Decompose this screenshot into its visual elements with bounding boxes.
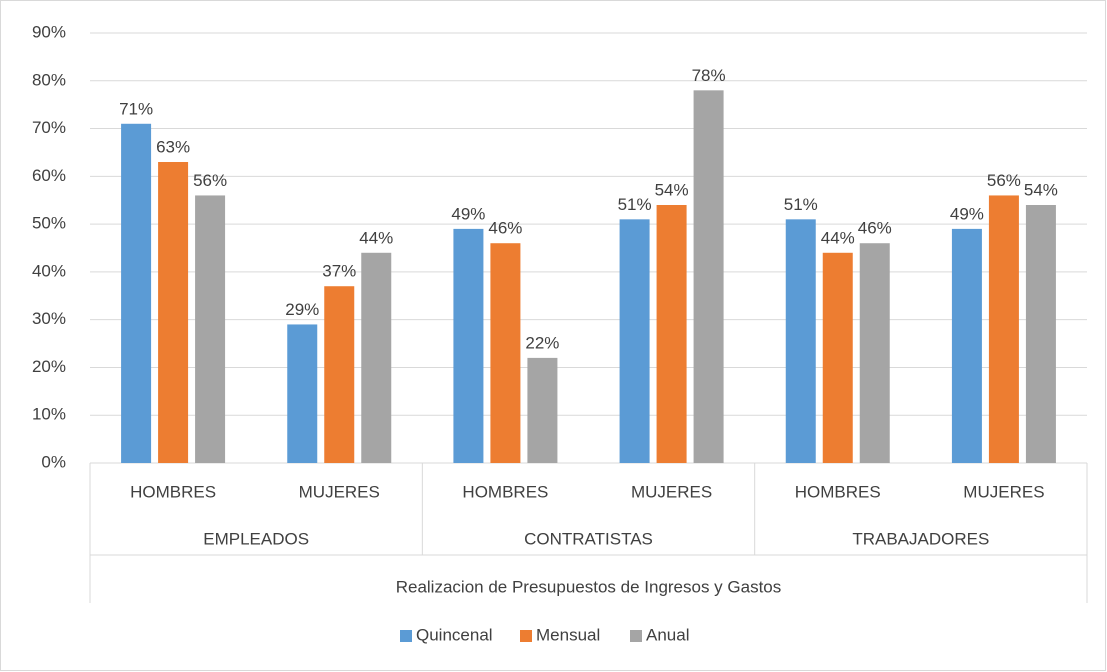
data-label: 44%: [359, 228, 393, 247]
bar: [453, 228, 484, 463]
bar: [1025, 205, 1056, 463]
y-tick-label: 90%: [32, 22, 66, 41]
y-tick-label: 0%: [41, 452, 66, 471]
bar: [693, 90, 724, 463]
data-label: 37%: [322, 262, 356, 281]
bar: [158, 162, 189, 463]
data-label: 22%: [525, 333, 559, 352]
bar: [951, 228, 982, 463]
data-label: 46%: [858, 219, 892, 238]
bar: [619, 219, 650, 463]
bar: [988, 195, 1019, 463]
x-tick-label: MUJERES: [299, 482, 380, 501]
data-label: 49%: [451, 204, 485, 223]
bar: [490, 243, 521, 463]
y-tick-label: 80%: [32, 70, 66, 89]
data-label: 56%: [193, 171, 227, 190]
data-label: 63%: [156, 137, 190, 156]
data-label: 56%: [987, 171, 1021, 190]
y-tick-label: 40%: [32, 261, 66, 280]
data-label: 78%: [692, 66, 726, 85]
bar: [287, 324, 318, 463]
x-tick-label: MUJERES: [963, 482, 1044, 501]
bar: [324, 286, 355, 463]
x-tick-label: HOMBRES: [130, 482, 216, 501]
bar: [361, 252, 392, 463]
legend-label: Anual: [646, 625, 689, 644]
data-label: 54%: [1024, 180, 1058, 199]
x-tick-label: HOMBRES: [795, 482, 881, 501]
bar: [656, 205, 687, 463]
legend-swatch: [520, 630, 532, 642]
data-label: 44%: [821, 228, 855, 247]
group-label: TRABAJADORES: [852, 529, 989, 548]
y-tick-label: 30%: [32, 309, 66, 328]
data-label: 71%: [119, 99, 153, 118]
bar: [859, 243, 890, 463]
y-tick-label: 70%: [32, 118, 66, 137]
data-label: 51%: [784, 195, 818, 214]
bar: [195, 195, 226, 463]
y-tick-label: 10%: [32, 405, 66, 424]
data-label: 49%: [950, 204, 984, 223]
data-label: 46%: [488, 219, 522, 238]
bar: [527, 357, 558, 463]
legend-label: Mensual: [536, 625, 600, 644]
bar: [785, 219, 816, 463]
y-tick-label: 20%: [32, 357, 66, 376]
x-tick-label: MUJERES: [631, 482, 712, 501]
data-label: 54%: [655, 180, 689, 199]
legend-label: Quincenal: [416, 625, 493, 644]
legend-swatch: [400, 630, 412, 642]
x-axis-label: Realizacion de Presupuestos de Ingresos …: [396, 577, 782, 596]
bar: [121, 123, 152, 464]
bar: [822, 252, 853, 463]
group-label: EMPLEADOS: [203, 529, 309, 548]
legend-swatch: [630, 630, 642, 642]
data-label: 51%: [618, 195, 652, 214]
data-label: 29%: [285, 300, 319, 319]
y-tick-label: 50%: [32, 214, 66, 233]
y-tick-label: 60%: [32, 166, 66, 185]
group-label: CONTRATISTAS: [524, 529, 653, 548]
x-tick-label: HOMBRES: [462, 482, 548, 501]
